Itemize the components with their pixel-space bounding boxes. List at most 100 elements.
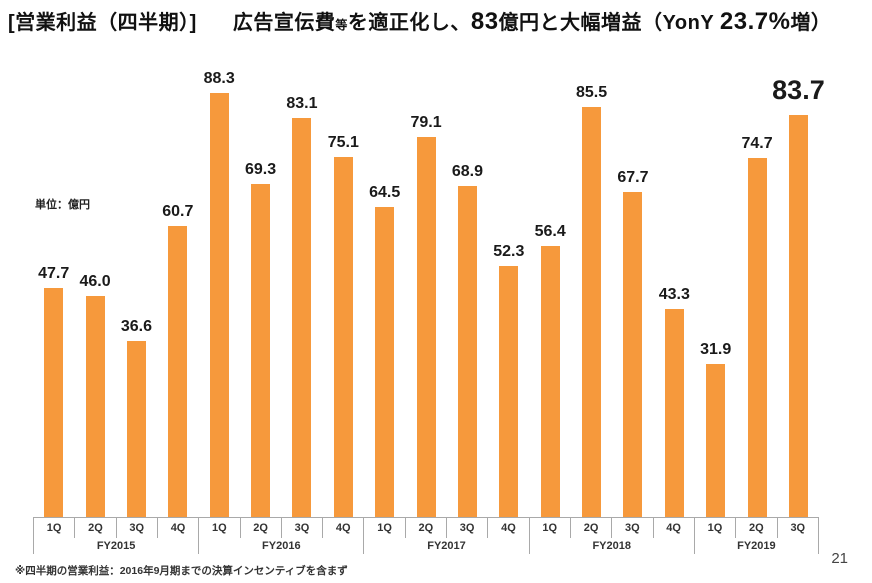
- quarter-label: 1Q: [695, 518, 737, 538]
- bar: [788, 115, 808, 517]
- bar: [209, 93, 229, 517]
- bar-slot: 74.7: [736, 60, 777, 517]
- bar-value-label: 68.9: [451, 163, 483, 181]
- bar-chart: 47.7 46.0 36.6 60.7 88.3 69.3 83.1 75.1 64.5 79.1…: [33, 60, 825, 517]
- bar: [623, 192, 643, 517]
- title-part: を適正化し、: [347, 12, 471, 34]
- quarter-label: 1Q: [199, 518, 241, 538]
- bar-slot: 47.7: [33, 60, 74, 517]
- bar-value-label: 88.3: [203, 70, 235, 88]
- quarter-label: 4Q: [170, 522, 186, 534]
- bar: [664, 309, 684, 517]
- bar-slot: 36.6: [116, 60, 157, 517]
- bar-slot: 85.5: [571, 60, 612, 517]
- bar-slot: 31.9: [695, 60, 736, 517]
- quarter-row: 1Q 2Q 3Q 4Q: [199, 518, 363, 538]
- bar-value-label: 47.7: [38, 265, 70, 283]
- quarter-label: 4Q: [501, 522, 516, 534]
- title-part: 広告宣伝費: [232, 12, 336, 34]
- bar: [292, 118, 312, 517]
- bar-slot: 43.3: [654, 60, 695, 517]
- bar-value-label: 64.5: [369, 184, 401, 202]
- chart-title: [営業利益（四半期）] 広告宣伝費等を適正化し、83億円と大幅増益（YonY 2…: [8, 6, 868, 36]
- bar-value-label: 46.0: [79, 273, 111, 291]
- quarter-label: 1Q: [364, 518, 406, 538]
- bar-slot: 69.3: [240, 60, 281, 517]
- footnote: ※四半期の営業利益：2016年9月期までの決算インセンティブを含まず: [15, 565, 348, 577]
- quarter-label: 1Q: [530, 518, 571, 538]
- bar-value-label: 36.6: [120, 318, 152, 336]
- bar-slot: 79.1: [405, 60, 446, 517]
- bar-value-label: 85.5: [575, 84, 608, 102]
- bar: [457, 186, 477, 517]
- bar-slot: 60.7: [157, 60, 198, 517]
- bar: [251, 184, 271, 517]
- page-number: 21: [831, 550, 848, 567]
- bar-slot: 88.3: [199, 60, 240, 517]
- bar-value-label: 43.3: [658, 286, 690, 304]
- bar-value-label: 74.7: [741, 135, 773, 153]
- quarter-label: 2Q: [406, 518, 447, 538]
- bar-slot: 46.0: [74, 60, 115, 517]
- bar-value-label: 56.4: [534, 223, 566, 241]
- quarter-row: 1Q 2Q 3Q 4Q: [34, 518, 198, 538]
- quarter-label: 3Q: [612, 518, 654, 538]
- bar: [333, 157, 353, 517]
- title-part: 増）: [790, 12, 832, 34]
- quarter-label: 3Q: [282, 518, 324, 538]
- title-section-label: [営業利益（四半期）]: [8, 12, 197, 34]
- bar: [747, 158, 767, 517]
- fiscal-year-label: FY2018: [592, 540, 631, 552]
- bar-value-label: 83.7: [772, 75, 825, 106]
- bar-slot: 83.7: [772, 60, 825, 517]
- quarter-label: 4Q: [666, 522, 681, 534]
- title-part: 83: [470, 8, 499, 35]
- quarter-label: 3Q: [790, 522, 806, 534]
- axis-group: 1Q 2Q 3Q 4Q FY2015: [33, 518, 198, 554]
- fiscal-year-label: FY2019: [737, 540, 776, 552]
- bar: [168, 226, 188, 517]
- bar-slot: 83.1: [281, 60, 322, 517]
- bar-slot: 56.4: [530, 60, 571, 517]
- bar-value-label: 67.7: [617, 169, 649, 187]
- axis-group: 1Q 2Q 3Q 4Q FY2018: [528, 518, 694, 554]
- x-axis: 1Q 2Q 3Q 4Q FY2015 1Q 2Q 3Q 4Q FY2016 1Q 2Q 3Q 4Q FY20…: [33, 517, 819, 554]
- axis-group: 1Q 2Q 3Q 4Q FY2017: [363, 518, 528, 554]
- title-part: 億円と大幅増益（YonY: [498, 12, 720, 34]
- bar-slot: 75.1: [323, 60, 364, 517]
- title-part: 23.7%: [719, 8, 791, 35]
- unit-label: 単位：億円: [35, 199, 90, 211]
- bar-value-label: 60.7: [162, 203, 194, 221]
- bar: [44, 288, 64, 517]
- axis-group: 1Q 2Q 3Q 4Q FY2016: [198, 518, 363, 554]
- bar-value-label: 52.3: [493, 243, 525, 261]
- quarter-label: 2Q: [75, 518, 117, 538]
- quarter-label: 2Q: [241, 518, 282, 538]
- quarter-label: 1Q: [34, 518, 76, 538]
- fiscal-year-label: FY2017: [427, 540, 466, 552]
- bar: [416, 137, 436, 517]
- bar: [499, 266, 519, 517]
- quarter-row: 1Q 2Q 3Q 4Q: [530, 518, 694, 538]
- axis-group: 1Q 2Q 3Q FY2019: [693, 518, 819, 554]
- bar: [85, 296, 105, 517]
- bar: [375, 207, 395, 517]
- bar: [706, 364, 726, 517]
- bar-slot: 64.5: [364, 60, 405, 517]
- quarter-label: 2Q: [571, 518, 613, 538]
- bar-value-label: 31.9: [700, 341, 732, 359]
- quarter-label: 3Q: [117, 518, 158, 538]
- fiscal-year-label: FY2016: [262, 540, 301, 552]
- bar: [582, 107, 602, 517]
- quarter-row: 1Q 2Q 3Q: [695, 518, 818, 538]
- bar-slot: 52.3: [488, 60, 529, 517]
- title-part: 等: [335, 18, 348, 32]
- quarter-label: 3Q: [447, 518, 489, 538]
- bar: [540, 246, 560, 517]
- bar: [126, 341, 146, 517]
- quarter-row: 1Q 2Q 3Q 4Q: [364, 518, 528, 538]
- fiscal-year-label: FY2015: [96, 540, 136, 552]
- bar-value-label: 75.1: [327, 134, 359, 152]
- bar-slot: 67.7: [612, 60, 653, 517]
